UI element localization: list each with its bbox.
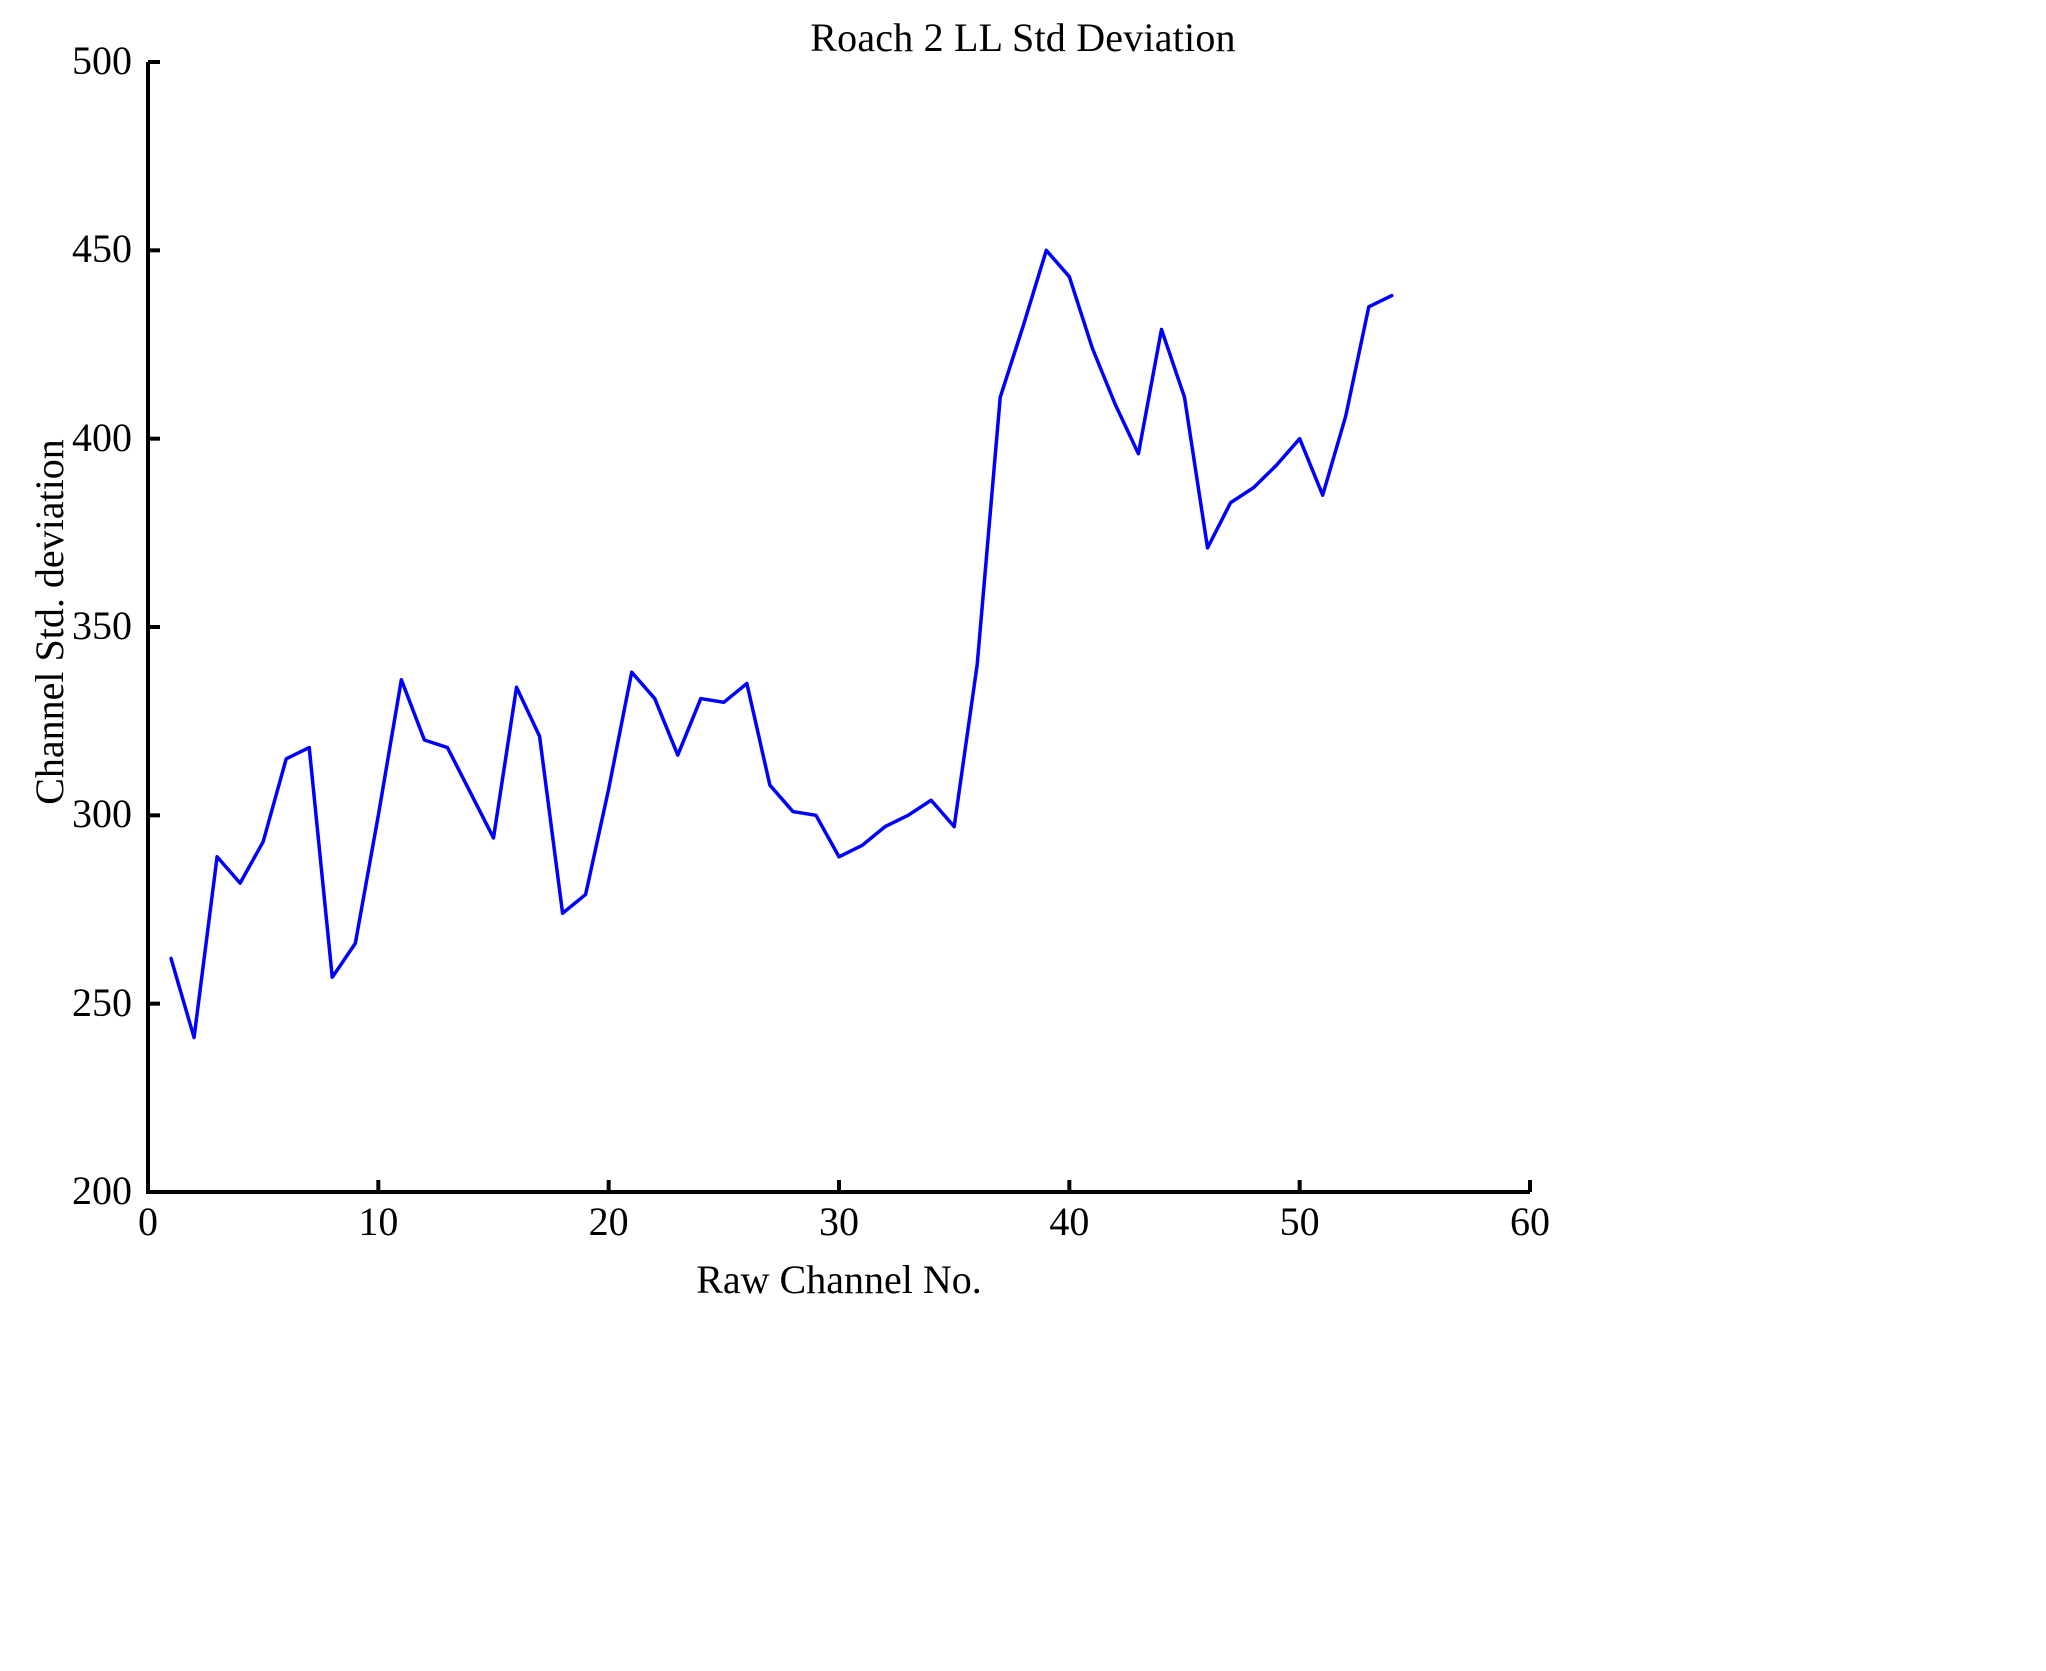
y-tick-label: 500 (72, 38, 132, 83)
x-tick-label: 40 (1049, 1199, 1090, 1244)
x-axis-tick-labels: 0 10 20 30 40 50 60 (0, 1200, 2046, 1260)
chart-title: Roach 2 LL Std Deviation (810, 15, 1236, 60)
y-axis-tick-labels: 500 450 400 350 300 250 200 (0, 0, 132, 1671)
y-tick-label: 450 (72, 226, 132, 272)
y-tick-label: 250 (72, 979, 132, 1025)
x-tick-label: 50 (1279, 1199, 1320, 1244)
axis-frame (146, 62, 1530, 1194)
y-tick-label: 350 (72, 603, 132, 648)
y-tick-label: 300 (72, 791, 132, 837)
x-tick-label: 10 (358, 1199, 399, 1244)
x-axis-label: Raw Channel No. (696, 1257, 982, 1302)
data-line-series-0 (169, 248, 1394, 1040)
y-tick-label: 200 (72, 1168, 132, 1213)
x-tick-label: 0 (138, 1199, 158, 1244)
y-tick-label: 400 (72, 414, 132, 460)
x-tick-label: 30 (819, 1199, 859, 1244)
x-tick-label: 60 (1510, 1199, 1550, 1244)
y-axis-label: Channel Std. deviation (27, 439, 72, 805)
x-tick-label: 20 (588, 1199, 629, 1244)
